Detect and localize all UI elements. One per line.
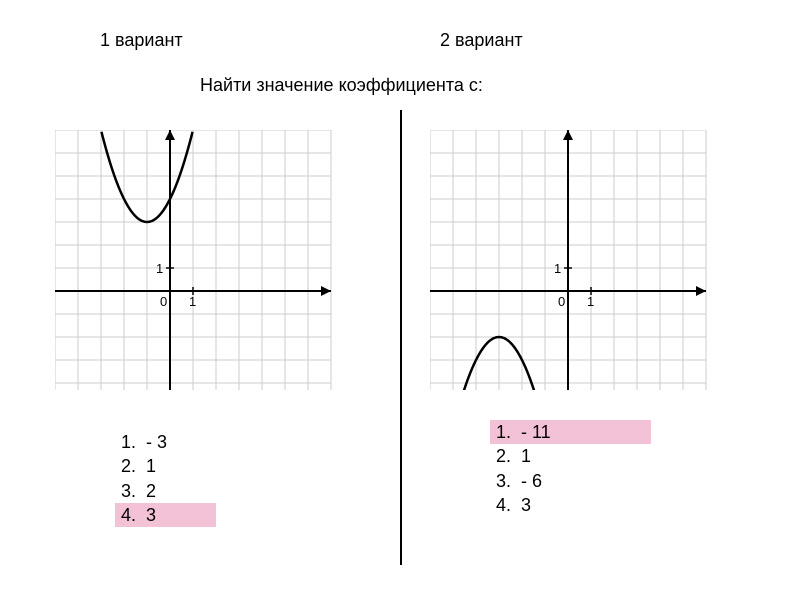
answers-variant2: 1. - 112. 13. - 64. 3 bbox=[490, 420, 651, 517]
answer-option: 4. 3 bbox=[490, 493, 651, 517]
answer-option: 2. 1 bbox=[490, 444, 651, 468]
vertical-divider bbox=[400, 110, 402, 565]
svg-text:1: 1 bbox=[587, 294, 594, 309]
answer-option: 3. 2 bbox=[115, 479, 216, 503]
answer-option: 1. - 11 bbox=[490, 420, 651, 444]
svg-text:1: 1 bbox=[156, 261, 163, 276]
variant2-header: 2 вариант bbox=[440, 30, 523, 51]
svg-text:0: 0 bbox=[558, 294, 565, 309]
answer-option: 3. - 6 bbox=[490, 469, 651, 493]
task-title: Найти значение коэффициента с: bbox=[200, 75, 483, 96]
svg-text:0: 0 bbox=[160, 294, 167, 309]
svg-text:1: 1 bbox=[189, 294, 196, 309]
parabola-chart-1: 0 1 1 bbox=[55, 130, 345, 390]
chart-variant1: 0 1 1 bbox=[55, 130, 345, 390]
answer-option: 4. 3 bbox=[115, 503, 216, 527]
svg-text:1: 1 bbox=[554, 261, 561, 276]
chart-variant2: 0 1 1 bbox=[430, 130, 720, 390]
answer-option: 1. - 3 bbox=[115, 430, 216, 454]
variant1-header: 1 вариант bbox=[100, 30, 183, 51]
parabola-chart-2: 0 1 1 bbox=[430, 130, 720, 390]
answer-option: 2. 1 bbox=[115, 454, 216, 478]
answers-variant1: 1. - 32. 13. 24. 3 bbox=[115, 430, 216, 527]
